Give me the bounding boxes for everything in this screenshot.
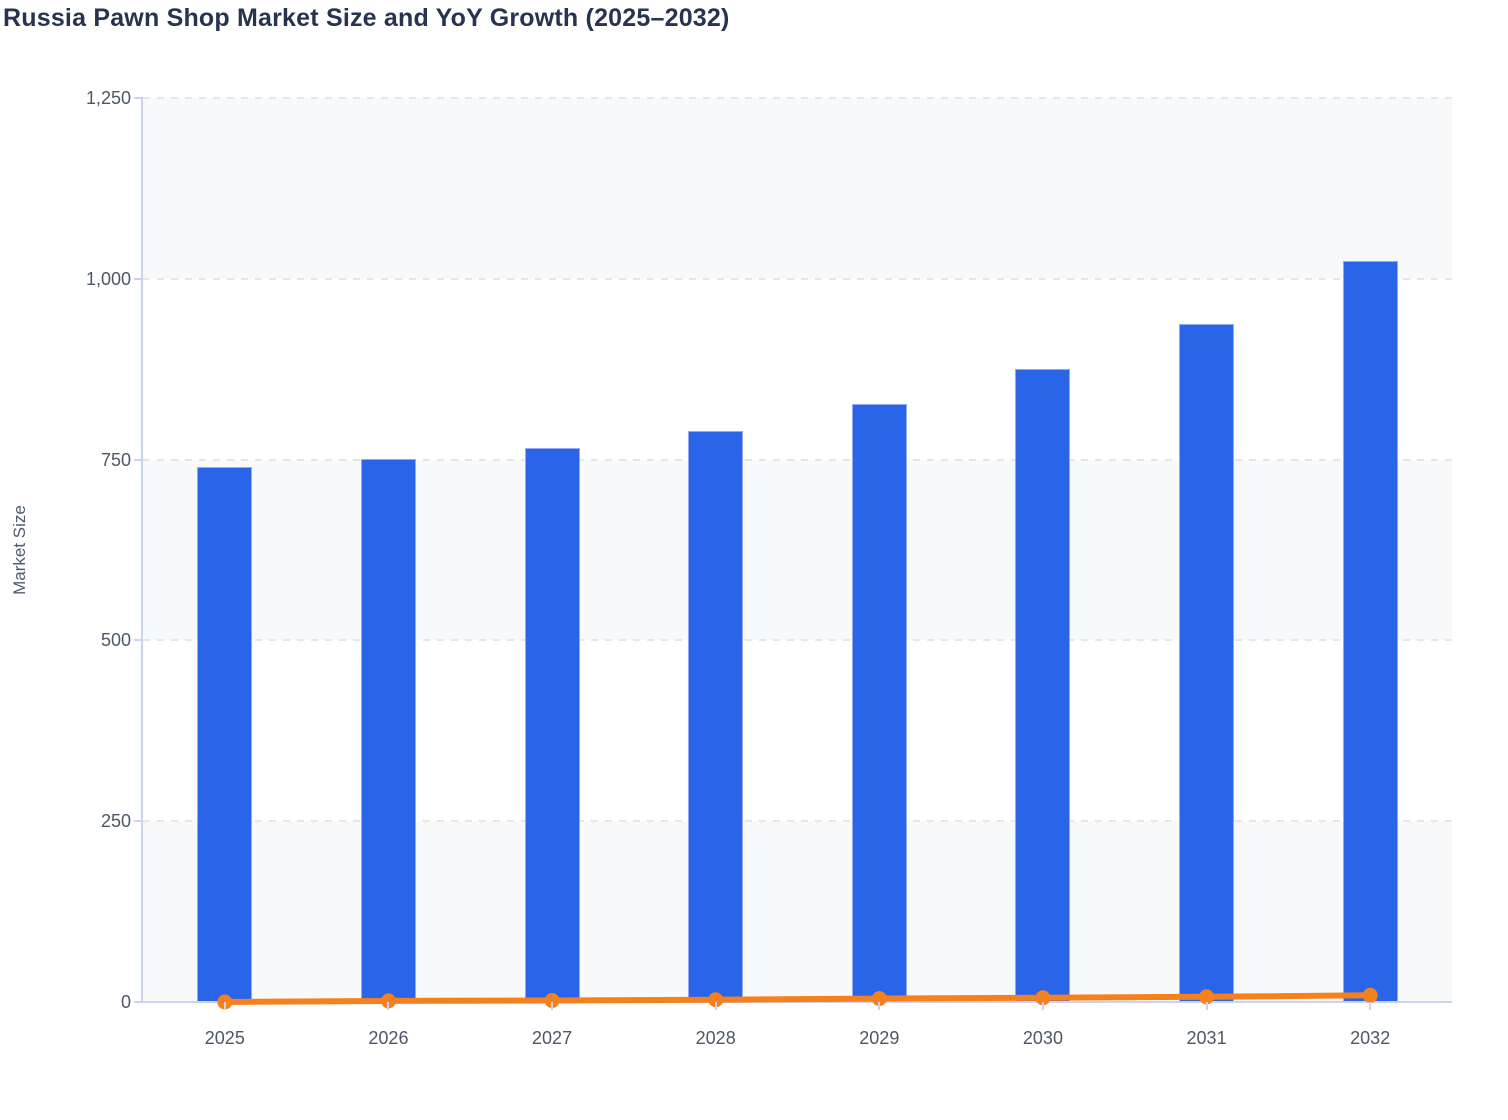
yoy-growth-marker-2027 [544, 993, 560, 1009]
bar-2027 [524, 448, 580, 1002]
yoy-growth-line-series [217, 987, 1378, 1010]
y-tick-mark-500 [134, 639, 143, 642]
yoy-growth-marker-2028 [708, 992, 724, 1008]
gridline-250 [143, 820, 1452, 823]
y-tick-mark-250 [134, 820, 143, 823]
x-tick-label-2028: 2028 [695, 1028, 736, 1048]
x-tick-label-2026: 2026 [368, 1028, 409, 1048]
y-axis-line [141, 98, 143, 1002]
yoy-growth-marker-2026 [380, 993, 396, 1009]
bar-2031 [1179, 323, 1235, 1002]
x-tick-label-2025: 2025 [204, 1028, 245, 1048]
y-tick-label-500: 500 [100, 630, 131, 651]
yoy-growth-marker-2029 [871, 991, 887, 1007]
chart-title: Russia Pawn Shop Market Size and YoY Gro… [3, 4, 730, 32]
background-band-1000-1250 [143, 98, 1452, 279]
y-tick-mark-750 [134, 458, 143, 461]
y-tick-mark-1000 [134, 277, 143, 280]
gridline-1250 [143, 97, 1452, 100]
x-tick-mark-2026 [387, 1002, 390, 1010]
x-tick-label-2029: 2029 [859, 1028, 900, 1048]
gridline-500 [143, 639, 1452, 642]
x-tick-label-2030: 2030 [1022, 1028, 1063, 1048]
y-tick-label-0: 0 [120, 992, 131, 1012]
bar-2030 [1015, 369, 1071, 1002]
bar-2029 [851, 403, 907, 1002]
x-tick-mark-2028 [714, 1002, 717, 1010]
x-tick-mark-2027 [551, 1002, 554, 1010]
yoy-growth-marker-2030 [1035, 990, 1051, 1006]
y-tick-mark-1250 [134, 97, 143, 99]
bar-2028 [688, 430, 744, 1002]
x-tick-mark-2029 [878, 1002, 881, 1010]
gridline-750 [143, 458, 1452, 461]
x-tick-mark-2031 [1205, 1002, 1208, 1010]
yoy-growth-line [221, 992, 1374, 1005]
bar-2026 [360, 458, 416, 1002]
x-tick-label-2032: 2032 [1350, 1028, 1391, 1048]
x-tick-mark-2032 [1369, 1002, 1372, 1010]
x-tick-label-2027: 2027 [532, 1028, 573, 1048]
plot-area [141, 97, 1452, 1010]
yoy-growth-marker-2032 [1362, 987, 1378, 1003]
x-tick-mark-2030 [1041, 1002, 1044, 1010]
y-tick-label-1000: 1,000 [85, 268, 131, 289]
y-tick-label-750: 750 [100, 449, 131, 470]
bar-2025 [197, 466, 253, 1002]
y-tick-label-250: 250 [100, 811, 131, 832]
bar-2032 [1342, 260, 1398, 1002]
x-tick-label-2031: 2031 [1186, 1028, 1227, 1048]
yoy-growth-marker-2031 [1199, 989, 1215, 1005]
x-tick-mark-2025 [223, 1002, 226, 1010]
y-axis-title: Market Size [10, 505, 29, 595]
y-tick-mark-0 [134, 1001, 143, 1003]
gridline-1000 [143, 277, 1452, 280]
y-tick-label-1250: 1,250 [85, 88, 131, 108]
